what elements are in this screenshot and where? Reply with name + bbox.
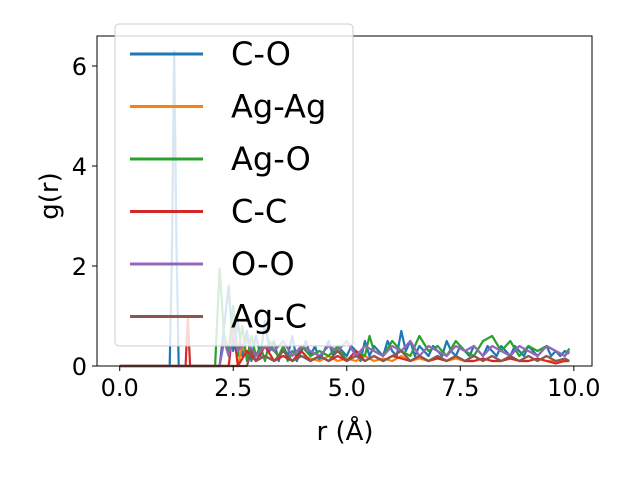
legend: C-O Ag-Ag Ag-O C-C O-O Ag-C [114, 23, 354, 347]
y-ticks: 0 2 4 6 [72, 53, 97, 381]
x-axis-label: r (Å) [316, 415, 373, 447]
x-tick-label: 10.0 [547, 374, 600, 402]
legend-label-ag-ag: Ag-Ag [231, 88, 326, 126]
x-tick-label: 2.5 [214, 374, 252, 402]
legend-label-c-o: C-O [231, 35, 291, 73]
y-axis-label: g(r) [35, 172, 65, 219]
y-tick-label: 2 [72, 253, 87, 281]
x-tick-label: 5.0 [328, 374, 366, 402]
legend-label-ag-o: Ag-O [231, 140, 311, 178]
x-tick-label: 7.5 [441, 374, 479, 402]
x-ticks: 0.0 2.5 5.0 7.5 10.0 [101, 366, 601, 402]
series-line-ag-c [119, 349, 570, 368]
y-tick-label: 4 [72, 153, 87, 181]
x-tick-label: 0.0 [101, 374, 139, 402]
y-tick-label: 6 [72, 53, 87, 81]
legend-label-ag-c: Ag-C [231, 298, 307, 336]
legend-label-o-o: O-O [231, 245, 295, 283]
legend-label-c-c: C-C [231, 193, 287, 231]
y-tick-label: 0 [72, 353, 87, 381]
